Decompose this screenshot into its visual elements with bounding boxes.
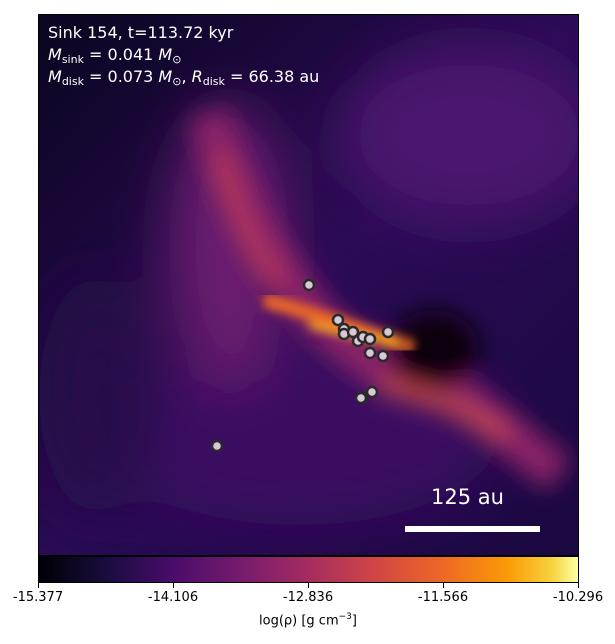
colorbar-tick-label: -15.377 (12, 590, 64, 605)
sink-marker (363, 346, 377, 360)
colorbar-tick (578, 583, 579, 588)
density-field (39, 15, 578, 555)
sink-marker (363, 332, 377, 346)
sink-marker (346, 325, 360, 339)
sink-mass-label: Msink = 0.041 M⊙ (48, 45, 182, 66)
sink-marker (381, 325, 395, 339)
sink-marker (302, 278, 316, 292)
colorbar-tick-label: -10.296 (552, 590, 604, 605)
colorbar-tick-label: -12.836 (282, 590, 334, 605)
density-map: Sink 154, t=113.72 kyr Msink = 0.041 M⊙ … (38, 14, 579, 556)
sink-marker (210, 439, 224, 453)
sink-marker (376, 349, 390, 363)
sink-marker (331, 313, 345, 327)
scale-bar-label: 125 au (431, 485, 504, 509)
colorbar (38, 556, 579, 583)
disk-props-label: Mdisk = 0.073 M⊙, Rdisk = 66.38 au (48, 67, 320, 88)
sink-time-label: Sink 154, t=113.72 kyr (48, 23, 234, 42)
colorbar-tick (443, 583, 444, 588)
sink-marker (365, 385, 379, 399)
colorbar-tick (38, 583, 39, 588)
colorbar-tick-label: -14.106 (147, 590, 199, 605)
sink-marker (354, 391, 368, 405)
colorbar-label: log(ρ) [g cm−3] (259, 612, 357, 629)
scale-bar (405, 526, 540, 532)
colorbar-tick (173, 583, 174, 588)
colorbar-tick (308, 583, 309, 588)
colorbar-tick-label: -11.566 (417, 590, 469, 605)
